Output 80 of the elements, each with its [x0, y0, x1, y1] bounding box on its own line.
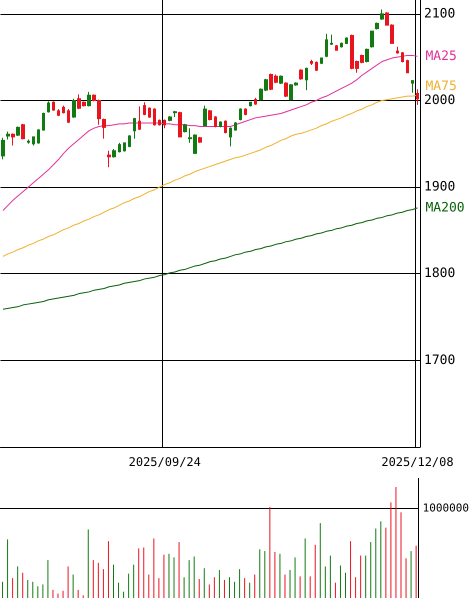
candlestick [153, 108, 156, 126]
candlestick [37, 128, 40, 144]
candlestick [27, 138, 30, 144]
candlestick [47, 100, 50, 114]
candlestick [67, 108, 70, 124]
y-tick-label: 1900 [424, 180, 456, 195]
candlestick [315, 61, 318, 72]
series-label: MA200 [425, 200, 465, 216]
line-series [2, 94, 418, 257]
candlestick [244, 108, 247, 116]
candlestick [32, 136, 35, 146]
candlestick [299, 68, 303, 80]
y-tick-label: 2000 [424, 92, 456, 108]
candlestick [148, 106, 151, 118]
candlestick [11, 132, 15, 146]
candlestick [168, 116, 172, 122]
candlestick [411, 80, 414, 94]
candlestick [42, 112, 45, 132]
candlestick [158, 119, 161, 126]
candlestick [335, 44, 338, 51]
y-tick-label: 1800 [424, 266, 456, 282]
candlestick [310, 59, 313, 66]
candlestick [133, 117, 136, 140]
candlestick [401, 51, 404, 63]
candlestick [416, 88, 419, 106]
candlestick [123, 142, 126, 152]
candlestick [203, 105, 207, 127]
candlestick [214, 116, 217, 128]
line-series [2, 207, 418, 310]
candlestick [112, 148, 116, 158]
candlestick [370, 30, 374, 48]
candlestick [380, 9, 384, 20]
x-tick-label: 2025/09/24 [128, 455, 201, 469]
candlestick [173, 110, 177, 118]
candlestick [375, 22, 379, 30]
candlestick [72, 98, 76, 118]
candlestick [163, 119, 166, 129]
series-label: MA75 [425, 78, 457, 94]
candlestick [183, 123, 187, 134]
candlestick [224, 120, 227, 134]
candlestick [118, 142, 121, 153]
candlestick [305, 67, 308, 91]
candlestick [178, 111, 182, 138]
series-label: MA25 [425, 48, 457, 64]
candlestick [239, 108, 242, 121]
candlestick [138, 106, 141, 130]
candlestick [406, 59, 409, 74]
candlestick [52, 100, 55, 112]
candlestick [102, 118, 106, 140]
candlestick [143, 102, 146, 116]
candlestick [340, 42, 343, 48]
candlestick [396, 46, 399, 54]
candlestick [107, 150, 111, 168]
candlestick [254, 97, 257, 106]
candlestick [1, 137, 5, 160]
candlestick [325, 33, 328, 58]
candlestick [345, 36, 348, 45]
line-series [2, 54, 418, 212]
candlestick [62, 105, 65, 114]
y-tick-label: 2100 [424, 6, 456, 22]
x-tick-label: 2025/12/08 [381, 455, 454, 469]
candlestick [128, 134, 131, 148]
candlestick [21, 123, 25, 140]
candlestick [208, 110, 212, 121]
candlestick [365, 48, 369, 63]
candlestick [6, 131, 10, 140]
y-tick-label: 1700 [424, 352, 456, 368]
candlestick [198, 136, 202, 144]
candlestick [320, 58, 323, 65]
candlestick [330, 34, 333, 46]
y-tick-label: 1000000 [422, 501, 469, 514]
candlestick [279, 74, 283, 85]
candlestick [234, 122, 237, 132]
candlestick [229, 126, 232, 147]
candlestick [284, 82, 288, 98]
candlestick [87, 91, 91, 108]
candlestick [249, 102, 252, 108]
candlestick [57, 108, 60, 117]
candlestick [16, 126, 20, 137]
candlestick [219, 120, 222, 128]
